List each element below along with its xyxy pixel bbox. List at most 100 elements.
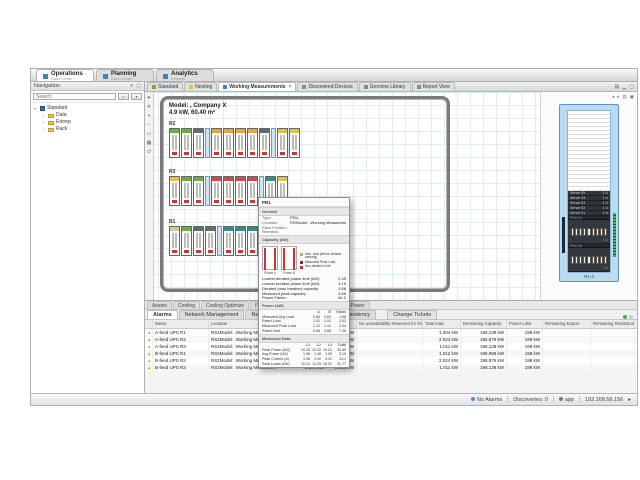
tab-discovered-devices[interactable]: Discovered Devices — [297, 82, 358, 91]
cooling-unit[interactable] — [205, 128, 210, 158]
rack-unit-server[interactable]: Server 04 1 U — [568, 196, 610, 201]
rack-slot[interactable] — [568, 155, 610, 159]
rack-unit-server[interactable]: Server 02 1 U — [568, 206, 610, 211]
table-row[interactable]: ▲ A-feed UPS R2 RS2Model: .Working Measure… — [145, 336, 637, 343]
rack-unit[interactable] — [235, 176, 246, 206]
tab-network-management[interactable]: Network Management — [178, 310, 245, 319]
rack-slot[interactable] — [568, 183, 610, 187]
rack-unit[interactable] — [259, 128, 270, 158]
tree-root-standard[interactable]: ▾ Standard — [34, 105, 144, 112]
search-input[interactable] — [33, 93, 116, 100]
layer-tab-cooling[interactable]: Cooling — [173, 301, 200, 309]
minimize-view-icon[interactable]: ▁ — [622, 84, 627, 90]
rack-unit[interactable] — [235, 226, 246, 256]
rack-unit[interactable] — [211, 128, 222, 158]
table-row[interactable]: ▲ B-feed UPS R1 RS2Model: .Working Measure… — [145, 350, 637, 357]
perspective-tab-operations[interactable]: Operations Data Center — [36, 69, 94, 81]
rack-unit-pdu[interactable]: PDU 02 — [568, 244, 610, 248]
cooling-unit[interactable] — [271, 128, 276, 158]
layer-tab-assets[interactable]: Assets — [147, 301, 173, 309]
rack-elevation[interactable]: Server 05 1 U Server 04 1 U Server 03 1 U Serv… — [559, 104, 619, 282]
table-row[interactable]: ▲ A-feed UPS R3 RS2Model: .Working Measure… — [145, 343, 637, 350]
list-view-icon[interactable]: ▤ — [622, 94, 627, 99]
zoom-in-icon[interactable]: + — [147, 113, 151, 119]
pan-icon[interactable]: ✛ — [146, 104, 152, 110]
rack-unit-pdu[interactable]: PDU 01 — [568, 216, 610, 220]
tree-item-data[interactable]: + Data — [34, 112, 144, 119]
table-row[interactable]: ▲ A-feed UPS R1 RS2Model: .Working Measure… — [145, 329, 637, 336]
tab-nesting[interactable]: Nesting — [184, 82, 218, 91]
status-expand-icon[interactable]: ▸ — [628, 396, 631, 403]
expand-icon[interactable]: + — [42, 127, 45, 132]
forward-icon[interactable]: ▸ — [617, 94, 620, 99]
rack-unit[interactable] — [181, 128, 192, 158]
rack-unit[interactable] — [223, 176, 234, 206]
rack-unit[interactable] — [289, 128, 300, 158]
rack-slot[interactable] — [568, 115, 610, 119]
rack-slot[interactable] — [568, 151, 610, 155]
cooling-unit[interactable] — [217, 226, 222, 256]
back-icon[interactable]: ◂ — [611, 94, 615, 99]
rack-slot[interactable] — [568, 123, 610, 127]
table-row[interactable]: ▲ B-feed UPS R2 RS2Model: .Working Measure… — [145, 357, 637, 364]
rack-unit[interactable] — [193, 176, 204, 206]
zoom-out-icon[interactable]: − — [147, 122, 151, 128]
rack-slot[interactable] — [568, 179, 610, 183]
rack-unit-server[interactable]: Server 01 1 U — [568, 211, 610, 216]
rack-slot[interactable] — [568, 171, 610, 175]
rack-unit[interactable] — [169, 128, 180, 158]
perspective-tab-planning[interactable]: Planning Data Center — [96, 69, 154, 81]
rack-unit[interactable] — [205, 226, 216, 256]
search-go-button[interactable]: ⌕ — [118, 93, 129, 100]
expand-icon[interactable]: + — [42, 120, 45, 125]
rack-unit-blade[interactable]: 7 U — [568, 248, 610, 272]
close-icon[interactable]: × — [288, 84, 292, 90]
tab-alarms[interactable]: Alarms — [147, 310, 178, 319]
rack-slot[interactable] — [568, 131, 610, 135]
tab-change-tickets[interactable]: Change Tickets — [387, 310, 438, 319]
rack-unit[interactable] — [247, 176, 258, 206]
layout-icon[interactable]: ▤ — [614, 84, 620, 90]
rack-unit-blade[interactable]: 7 U — [568, 220, 610, 244]
rack-unit[interactable] — [235, 128, 246, 158]
maximize-view-icon[interactable]: ▢ — [629, 84, 634, 90]
rack-slot[interactable] — [568, 127, 610, 131]
rack-slot[interactable] — [568, 147, 610, 151]
tab-standard[interactable]: Standard — [147, 82, 184, 91]
search-options-button[interactable]: ▾ — [131, 93, 142, 100]
rack-unit[interactable] — [169, 226, 180, 256]
rack-unit[interactable] — [247, 128, 258, 158]
rack-slot[interactable] — [568, 163, 610, 167]
tab-working-measurements[interactable]: Working Measurements × — [218, 82, 297, 91]
rack-unit[interactable] — [247, 226, 258, 256]
fit-view-icon[interactable]: ▭ — [146, 131, 152, 137]
rack-unit[interactable] — [223, 128, 234, 158]
collapse-panel-icon[interactable]: ▾ — [130, 83, 133, 89]
rack-unit[interactable] — [181, 226, 192, 256]
rack-slot[interactable] — [568, 135, 610, 139]
rack-slot[interactable] — [568, 111, 610, 115]
rack-unit[interactable] — [223, 226, 234, 256]
rack-unit[interactable] — [193, 226, 204, 256]
rack-unit[interactable] — [211, 176, 222, 206]
rack-unit[interactable] — [277, 128, 288, 158]
detail-view-icon[interactable]: ▣ — [629, 94, 634, 99]
rack-slot[interactable] — [568, 159, 610, 163]
rack-slot[interactable] — [568, 175, 610, 179]
rack-slot[interactable] — [568, 139, 610, 143]
rack-unit[interactable] — [181, 176, 192, 206]
tab-report-view[interactable]: Report View — [411, 82, 455, 91]
cooling-unit[interactable] — [205, 176, 210, 206]
expand-icon[interactable]: + — [42, 113, 45, 118]
rack-unit[interactable] — [193, 128, 204, 158]
select-icon[interactable]: ➤ — [146, 95, 152, 101]
rack-slot[interactable] — [568, 119, 610, 123]
expand-icon[interactable]: ▾ — [34, 106, 37, 111]
tree-item-rack[interactable]: + Rack — [34, 126, 144, 133]
perspective-tab-analytics[interactable]: Analytics Reports — [156, 69, 214, 81]
table-row[interactable]: ▲ B-feed UPS R3 RS2Model: .Working Measure… — [145, 364, 637, 371]
grid-icon[interactable]: ▦ — [146, 140, 152, 146]
rack-slot[interactable] — [568, 187, 610, 191]
maximize-panel-icon[interactable]: ▢ — [136, 83, 141, 89]
rack-unit-server[interactable]: Server 05 1 U — [568, 191, 610, 196]
